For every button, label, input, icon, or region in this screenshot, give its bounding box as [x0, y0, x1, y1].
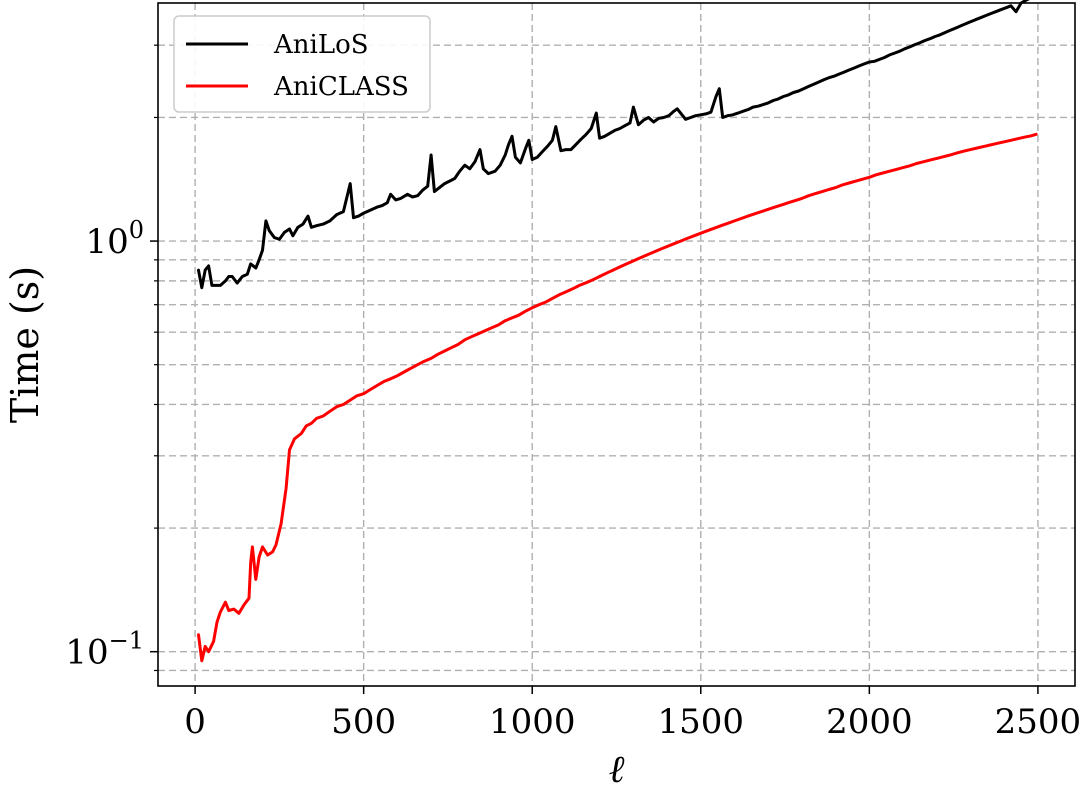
x-tick-label: 2000	[826, 702, 913, 742]
legend-label-anilos: AniLoS	[273, 30, 369, 60]
series-line-anilos	[197, 0, 1030, 290]
legend: AniLoS AniCLASS	[173, 15, 431, 113]
y-tick-label-exponent: −1	[109, 627, 144, 655]
grid	[158, 3, 1075, 686]
axes	[150, 2, 1076, 694]
x-tick-label: 1500	[658, 702, 745, 742]
x-tick-label: 1000	[489, 702, 576, 742]
y-tick-label-base: 10	[85, 222, 128, 262]
x-tick-label: 2500	[995, 702, 1080, 742]
x-tick-label: 0	[184, 702, 206, 742]
x-axis-title: ℓ	[609, 747, 625, 789]
y-axis-title: Time (s)	[3, 266, 47, 423]
legend-box	[173, 15, 431, 113]
legend-label-aniclass: AniCLASS	[273, 72, 409, 102]
plot-frame	[157, 2, 1076, 687]
series-lines	[197, 0, 1038, 663]
y-tick-label-exponent: 0	[129, 216, 144, 244]
y-tick-label-base: 10	[65, 633, 108, 673]
y-tick-label: 10−1	[65, 627, 144, 673]
x-tick-label: 500	[331, 702, 396, 742]
series-line-aniclass	[197, 132, 1038, 663]
y-tick-label: 100	[85, 216, 144, 262]
